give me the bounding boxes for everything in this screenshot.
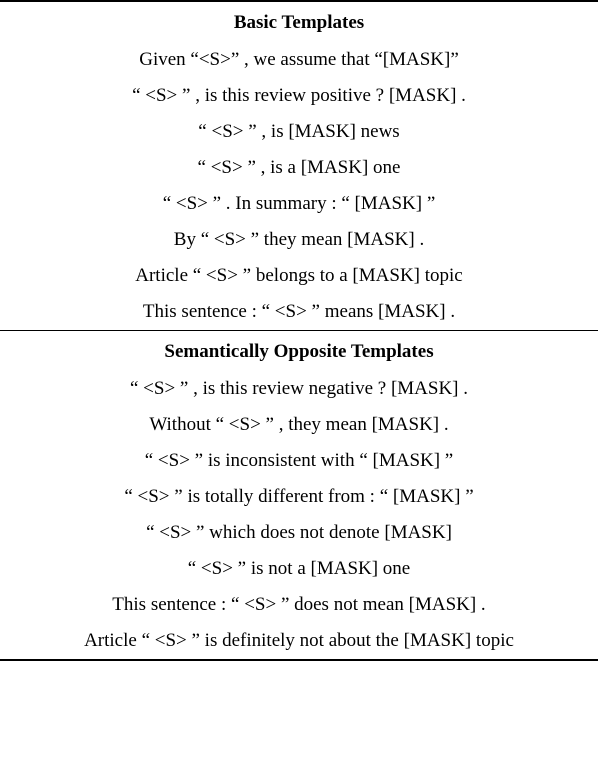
template-cell: Without “ <S> ” , they mean [MASK] .: [0, 407, 598, 443]
section-header-opposite: Semantically Opposite Templates: [0, 331, 598, 372]
template-cell: “ <S> ” which does not denote [MASK]: [0, 515, 598, 551]
template-cell: Given “<S>” , we assume that “[MASK]”: [0, 42, 598, 78]
template-cell: “ <S> ” , is a [MASK] one: [0, 150, 598, 186]
templates-table: Basic Templates Given “<S>” , we assume …: [0, 0, 598, 661]
template-cell: “ <S> ” , is this review negative ? [MAS…: [0, 371, 598, 407]
template-cell: “ <S> ” . In summary : “ [MASK] ”: [0, 186, 598, 222]
template-row: “ <S> ” . In summary : “ [MASK] ”: [0, 186, 598, 222]
template-cell: “ <S> ” is inconsistent with “ [MASK] ”: [0, 443, 598, 479]
template-row: This sentence : “ <S> ” means [MASK] .: [0, 294, 598, 331]
template-row: “ <S> ” is totally different from : “ [M…: [0, 479, 598, 515]
section-header-row: Basic Templates: [0, 1, 598, 42]
template-cell: By “ <S> ” they mean [MASK] .: [0, 222, 598, 258]
template-row: Given “<S>” , we assume that “[MASK]”: [0, 42, 598, 78]
section-header-row: Semantically Opposite Templates: [0, 331, 598, 372]
template-row: Article “ <S> ” belongs to a [MASK] topi…: [0, 258, 598, 294]
template-cell: This sentence : “ <S> ” means [MASK] .: [0, 294, 598, 331]
template-cell: “ <S> ” , is [MASK] news: [0, 114, 598, 150]
template-row: Without “ <S> ” , they mean [MASK] .: [0, 407, 598, 443]
template-row: By “ <S> ” they mean [MASK] .: [0, 222, 598, 258]
template-row: “ <S> ” , is a [MASK] one: [0, 150, 598, 186]
section-header-basic: Basic Templates: [0, 1, 598, 42]
template-row: “ <S> ” is not a [MASK] one: [0, 551, 598, 587]
template-row: “ <S> ” which does not denote [MASK]: [0, 515, 598, 551]
template-cell: “ <S> ” is not a [MASK] one: [0, 551, 598, 587]
template-row: “ <S> ” is inconsistent with “ [MASK] ”: [0, 443, 598, 479]
template-row: “ <S> ” , is this review positive ? [MAS…: [0, 78, 598, 114]
template-row: Article “ <S> ” is definitely not about …: [0, 623, 598, 660]
template-row: This sentence : “ <S> ” does not mean [M…: [0, 587, 598, 623]
template-cell: Article “ <S> ” is definitely not about …: [0, 623, 598, 660]
template-row: “ <S> ” , is this review negative ? [MAS…: [0, 371, 598, 407]
template-cell: “ <S> ” , is this review positive ? [MAS…: [0, 78, 598, 114]
template-cell: “ <S> ” is totally different from : “ [M…: [0, 479, 598, 515]
template-row: “ <S> ” , is [MASK] news: [0, 114, 598, 150]
table-body: Basic Templates Given “<S>” , we assume …: [0, 1, 598, 660]
template-cell: This sentence : “ <S> ” does not mean [M…: [0, 587, 598, 623]
template-cell: Article “ <S> ” belongs to a [MASK] topi…: [0, 258, 598, 294]
